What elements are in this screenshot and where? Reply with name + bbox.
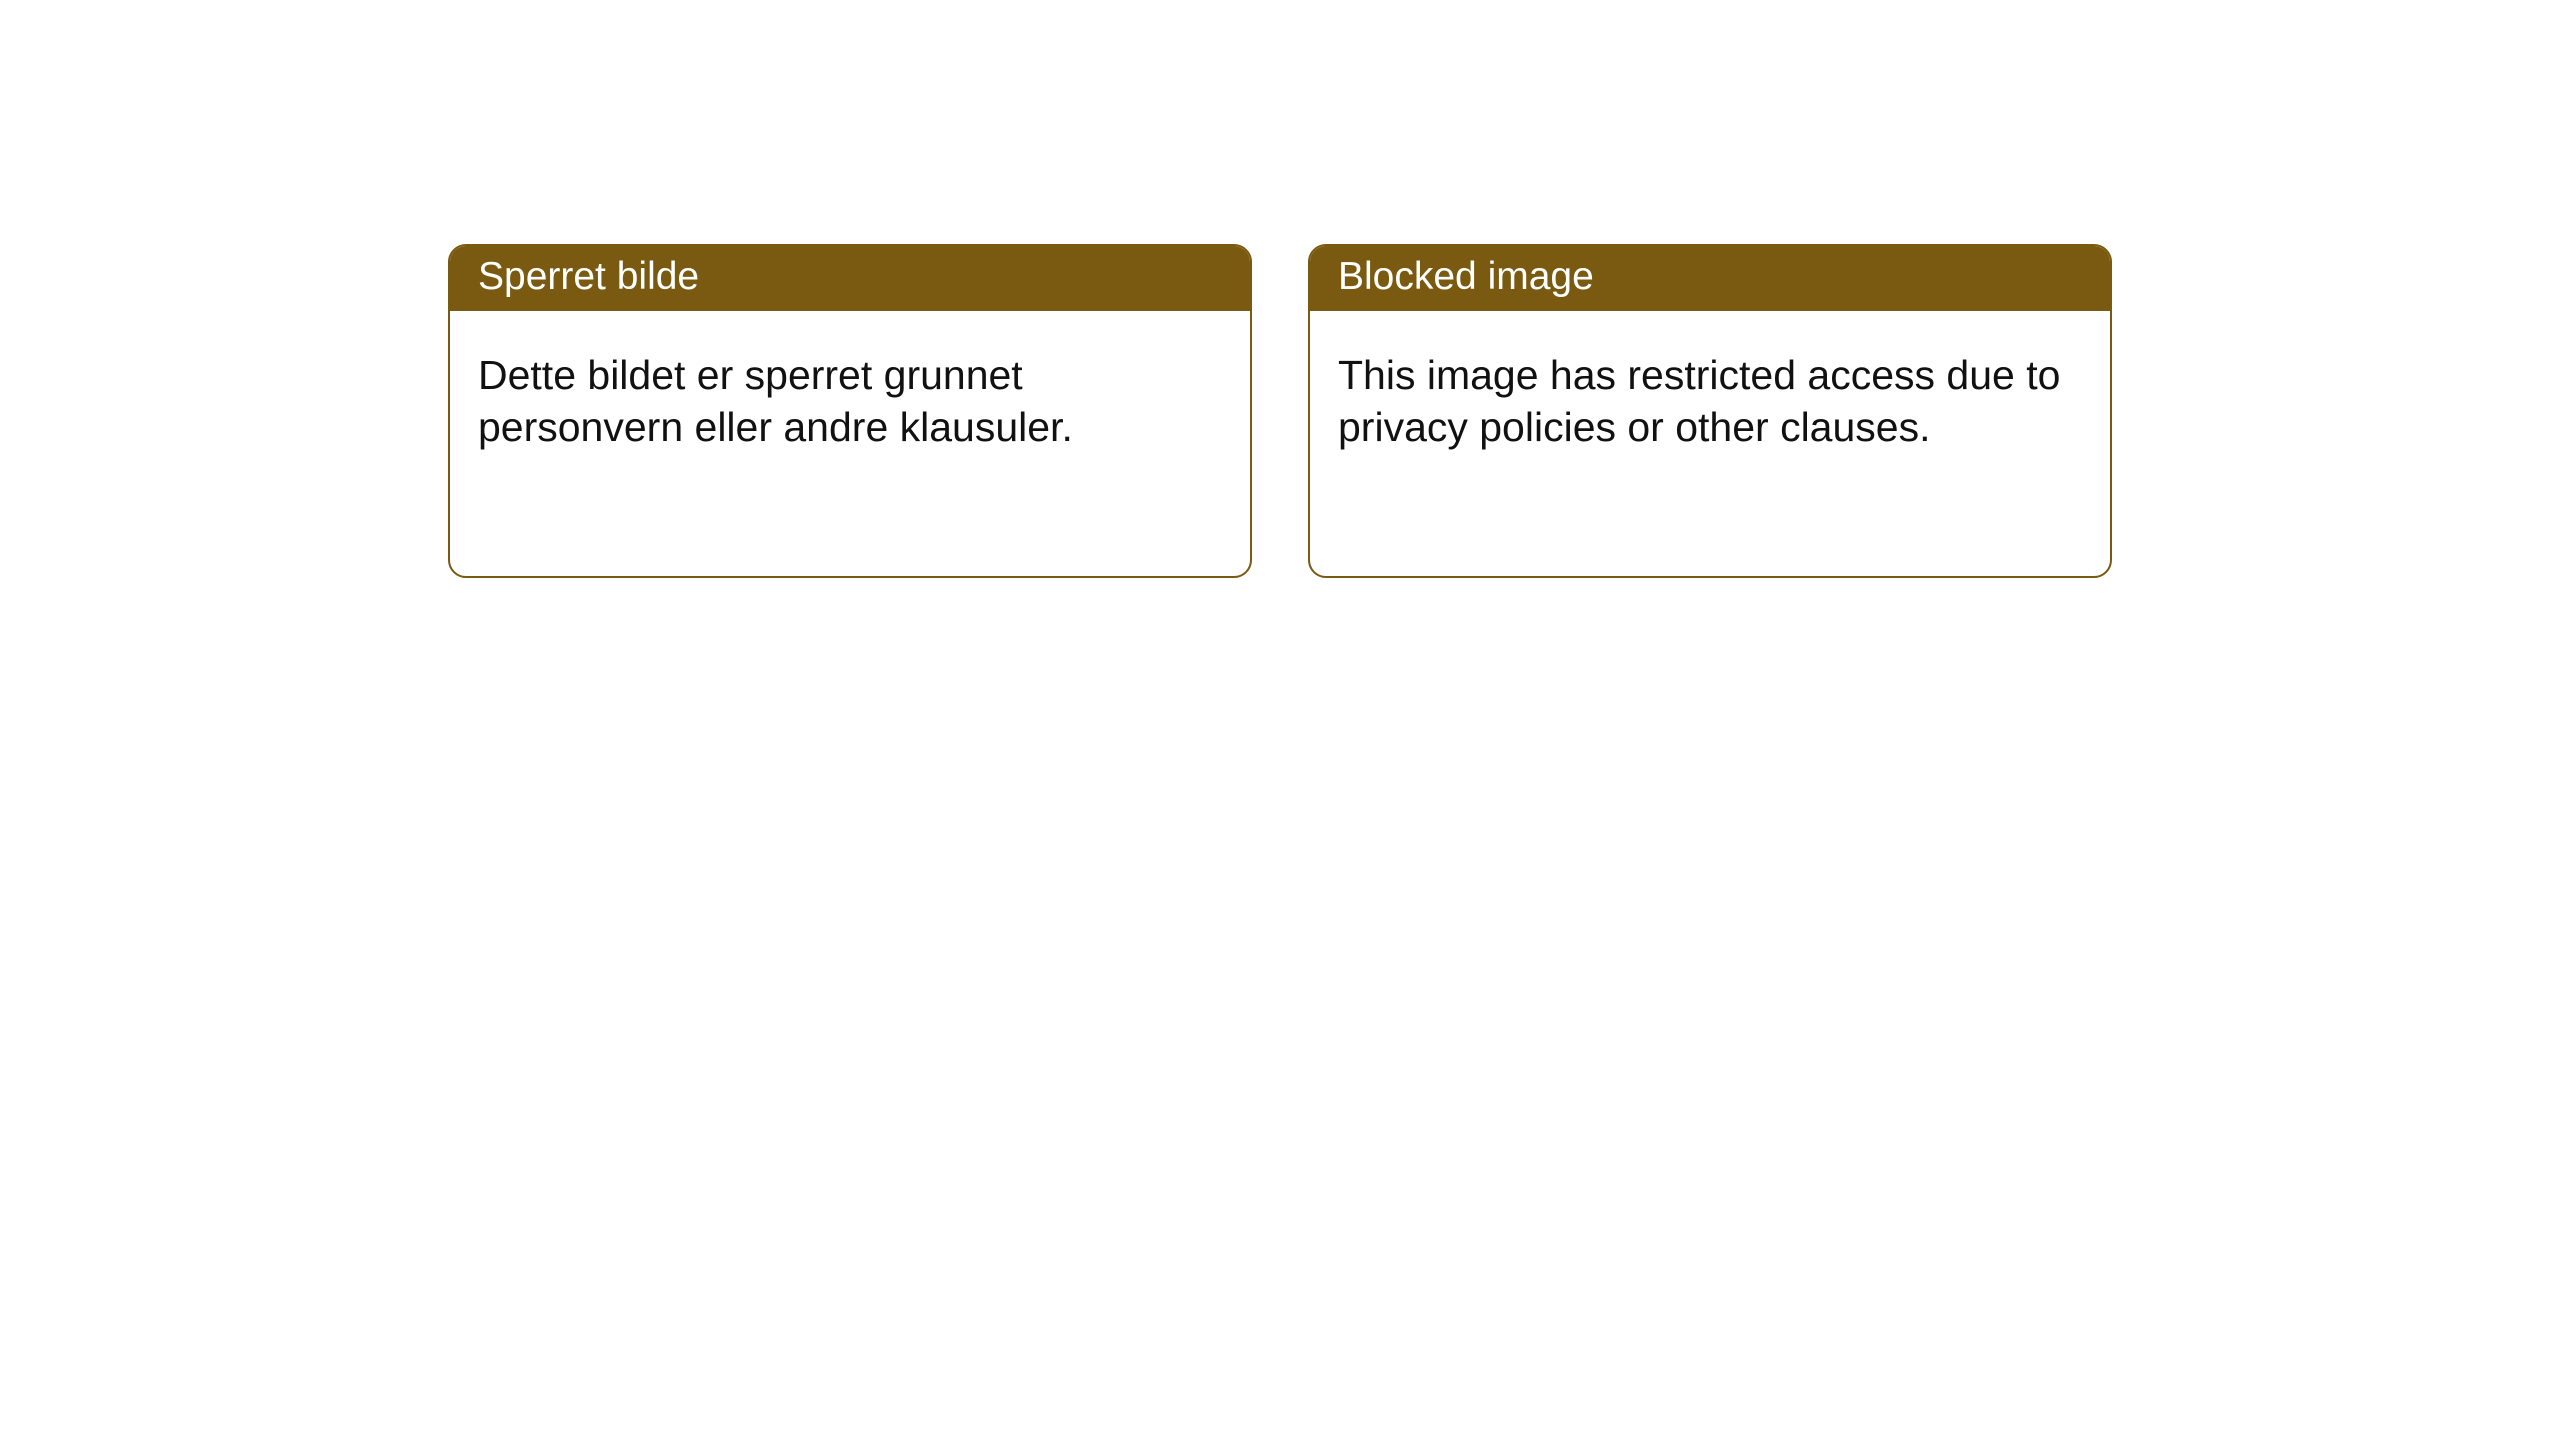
notice-title-text: Sperret bilde: [478, 255, 699, 298]
notice-body-text: This image has restricted access due to …: [1338, 352, 2060, 450]
notice-box-english: Blocked image This image has restricted …: [1308, 244, 2112, 578]
notice-body: This image has restricted access due to …: [1310, 311, 2110, 482]
notice-body: Dette bildet er sperret grunnet personve…: [450, 311, 1250, 482]
notice-box-norwegian: Sperret bilde Dette bildet er sperret gr…: [448, 244, 1252, 578]
notice-header: Sperret bilde: [450, 246, 1250, 311]
notice-body-text: Dette bildet er sperret grunnet personve…: [478, 352, 1073, 450]
notice-header: Blocked image: [1310, 246, 2110, 311]
notice-container: Sperret bilde Dette bildet er sperret gr…: [0, 0, 2560, 578]
notice-title-text: Blocked image: [1338, 255, 1594, 298]
